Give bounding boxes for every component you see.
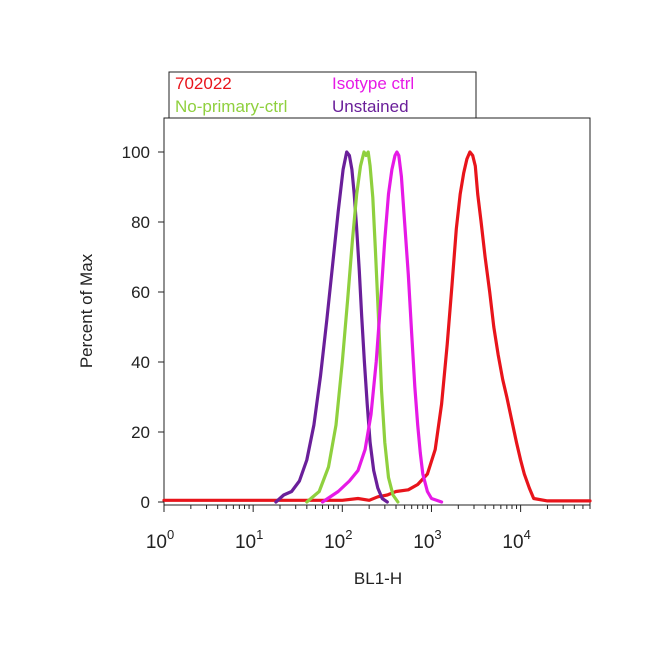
y-axis: 0 20 40 60 80 100: [122, 143, 164, 512]
series-line-no-primary-ctrl: [305, 150, 400, 504]
y-axis-label: Percent of Max: [77, 253, 96, 368]
y-tick-label: 0: [141, 493, 150, 512]
x-tick-label: 102: [324, 527, 352, 553]
y-tick-label: 60: [131, 283, 150, 302]
y-tick-label: 20: [131, 423, 150, 442]
y-tick-label: 100: [122, 143, 150, 162]
series-line-isotype-ctrl: [320, 150, 444, 504]
x-axis-label: BL1-H: [354, 569, 402, 588]
series-line-702022: [162, 150, 592, 503]
x-tick-label: 101: [235, 527, 263, 553]
legend-box: [168, 71, 477, 119]
legend-entry-702022: 702022: [175, 74, 232, 93]
legend: 702022 Isotype ctrl No-primary-ctrl Unstain…: [175, 74, 414, 116]
x-tick-label: 103: [413, 527, 441, 553]
y-tick-label: 40: [131, 353, 150, 372]
series-line-unstained: [274, 150, 389, 504]
x-tick-label: 100: [146, 527, 174, 553]
x-tick-label: 104: [502, 527, 530, 553]
series-group: [162, 150, 592, 504]
x-axis: 100 101 102 103 104: [146, 505, 591, 553]
legend-entry-isotype-ctrl: Isotype ctrl: [332, 74, 414, 93]
legend-entry-unstained: Unstained: [332, 97, 409, 116]
y-tick-label: 80: [131, 213, 150, 232]
legend-entry-no-primary-ctrl: No-primary-ctrl: [175, 97, 287, 116]
